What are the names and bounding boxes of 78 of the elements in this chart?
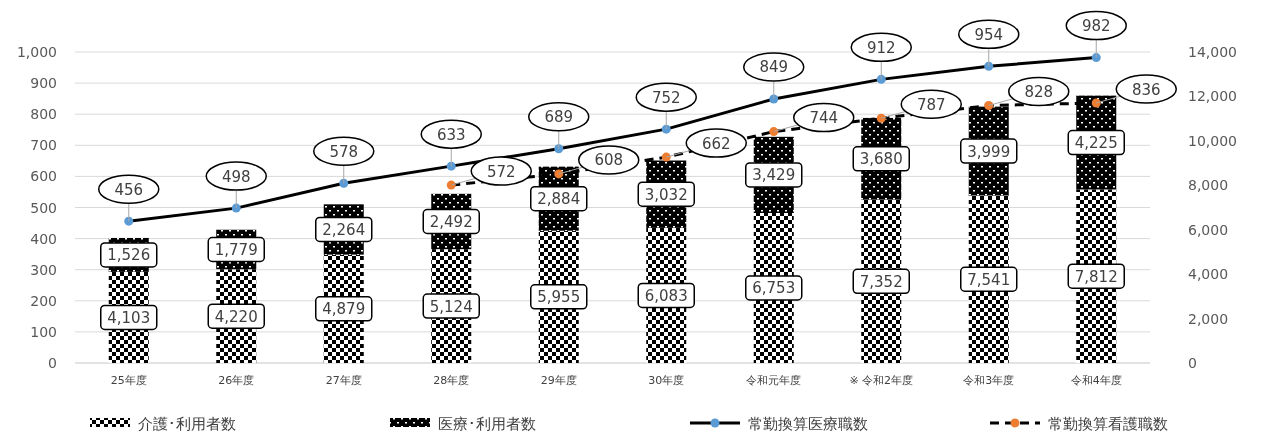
legend-label: 常勤換算看護職数 — [1048, 415, 1168, 433]
data-label: 4,220 — [214, 307, 258, 326]
data-label: 2,492 — [429, 212, 473, 231]
x-tick-label: ※ 令和2年度 — [849, 374, 914, 387]
y-tick-label: 900 — [30, 75, 57, 92]
legend-label: 介護･利用者数 — [138, 415, 236, 433]
data-label: 3,429 — [752, 166, 796, 185]
data-label: 3,999 — [967, 142, 1011, 161]
x-tick-label: 令和元年度 — [746, 374, 802, 387]
x-tick-label: 28年度 — [433, 374, 470, 387]
data-label: 4,103 — [107, 308, 151, 327]
y2-tick-label: 8,000 — [1188, 177, 1229, 194]
data-label: 456 — [114, 180, 144, 199]
legend-label: 常勤換算医療職数 — [748, 415, 868, 433]
data-label: 7,812 — [1074, 267, 1118, 286]
y-tick-label: 400 — [30, 230, 57, 247]
data-label: 5,124 — [429, 297, 473, 316]
y-tick-label: 800 — [30, 106, 57, 123]
point — [984, 61, 994, 71]
y2-tick-label: 2,000 — [1188, 310, 1229, 327]
x-tick-label: 30年度 — [648, 374, 685, 387]
data-label: 828 — [1024, 82, 1054, 101]
data-label: 6,083 — [644, 286, 688, 305]
data-label: 954 — [974, 25, 1004, 44]
y-tick-label: 300 — [30, 261, 57, 278]
point — [124, 216, 134, 226]
data-label: 1,526 — [107, 246, 151, 265]
data-label: 912 — [866, 38, 896, 57]
y2-tick-label: 12,000 — [1188, 88, 1237, 105]
x-tick-label: 29年度 — [540, 374, 577, 387]
y-tick-label: 100 — [30, 323, 57, 340]
point — [554, 144, 564, 154]
y-tick-label: 700 — [30, 137, 57, 154]
data-label: 982 — [1081, 17, 1111, 36]
point — [984, 100, 994, 110]
point — [876, 74, 886, 84]
point — [339, 178, 349, 188]
data-label: 4,879 — [322, 300, 366, 319]
data-label: 836 — [1131, 80, 1161, 99]
data-label: 752 — [651, 88, 681, 107]
y2-tick-label: 14,000 — [1188, 44, 1237, 60]
data-label: 2,884 — [537, 190, 581, 209]
data-label: 787 — [916, 95, 946, 114]
data-label: 5,955 — [537, 288, 581, 307]
y-tick-label: 600 — [30, 168, 57, 185]
y2-tick-label: 10,000 — [1188, 132, 1237, 149]
y2-tick-label: 6,000 — [1188, 221, 1229, 238]
y2-tick-label: 0 — [1188, 355, 1197, 371]
data-label: 849 — [759, 58, 789, 77]
point — [1091, 53, 1101, 63]
y-tick-label: 0 — [48, 355, 57, 371]
x-tick-label: 25年度 — [110, 374, 147, 387]
y-tick-label: 1,000 — [16, 44, 57, 60]
data-label: 3,680 — [859, 150, 903, 169]
data-label: 608 — [594, 151, 624, 170]
data-label: 572 — [486, 162, 516, 181]
x-tick-label: 27年度 — [325, 374, 362, 387]
data-label: 633 — [436, 125, 466, 144]
data-label: 7,352 — [859, 272, 903, 291]
y-tick-label: 200 — [30, 292, 57, 309]
x-tick-label: 26年度 — [218, 374, 255, 387]
data-label: 498 — [221, 167, 251, 186]
x-tick-label: 令和3年度 — [963, 374, 1015, 387]
y-tick-label: 500 — [30, 199, 57, 216]
data-label: 744 — [809, 109, 839, 128]
y2-tick-label: 4,000 — [1188, 266, 1229, 283]
data-label: 578 — [329, 142, 359, 161]
legend-label: 医療･利用者数 — [438, 415, 536, 433]
data-label: 6,753 — [752, 279, 796, 298]
data-label: 3,032 — [644, 185, 688, 204]
data-label: 2,264 — [322, 220, 366, 239]
point — [769, 127, 779, 137]
data-label: 689 — [544, 108, 574, 127]
data-label: 7,541 — [967, 270, 1011, 289]
x-tick-label: 令和4年度 — [1070, 374, 1122, 387]
data-label: 4,225 — [1074, 134, 1118, 153]
data-label: 662 — [701, 134, 731, 153]
data-label: 1,779 — [214, 241, 258, 259]
